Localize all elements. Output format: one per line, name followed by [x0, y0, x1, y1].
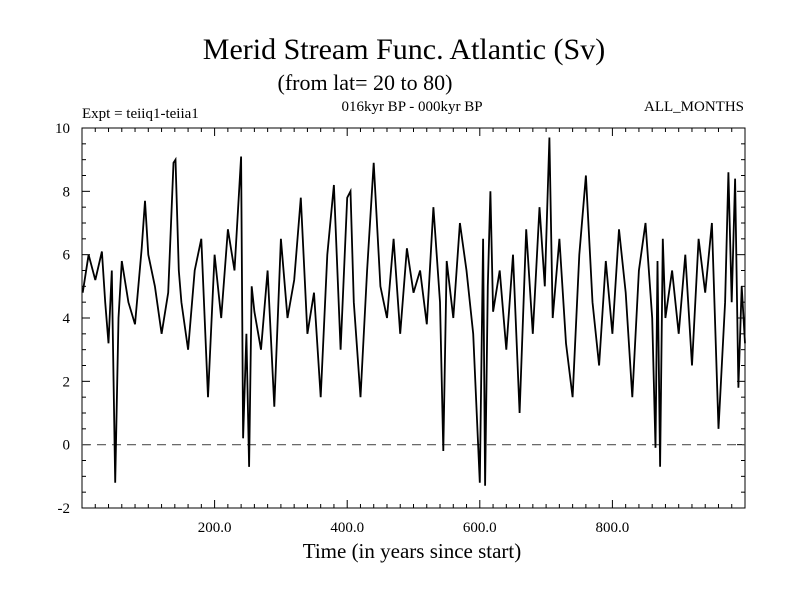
y-tick-label: 4	[63, 311, 71, 327]
x-tick-label: 400.0	[330, 520, 364, 536]
chart-title: Merid Stream Func. Atlantic (Sv)	[203, 33, 605, 66]
months-label: ALL_MONTHS	[644, 99, 744, 115]
period-label: 016kyr BP - 000kyr BP	[341, 99, 482, 115]
x-axis-label: Time (in years since start)	[303, 539, 522, 563]
y-tick-label: 6	[63, 248, 71, 264]
y-tick-label: -2	[58, 501, 71, 517]
x-tick-label: 600.0	[463, 520, 497, 536]
x-tick-label: 200.0	[198, 520, 232, 536]
plot-layer: 200.0 400.0 600.0 800.0 -2 0 2 4 6 8 10	[55, 121, 746, 536]
y-tick-label: 2	[63, 374, 71, 390]
experiment-label: Expt = teiiq1-teiia1	[82, 106, 199, 122]
y-tick-label: 8	[63, 184, 71, 200]
y-tick-label: 10	[55, 121, 70, 137]
plot-frame	[81, 127, 746, 509]
chart-subtitle: (from lat= 20 to 80)	[278, 70, 453, 95]
series-line	[81, 137, 746, 486]
x-tick-label: 800.0	[596, 520, 630, 536]
y-tick-label: 0	[63, 438, 71, 454]
